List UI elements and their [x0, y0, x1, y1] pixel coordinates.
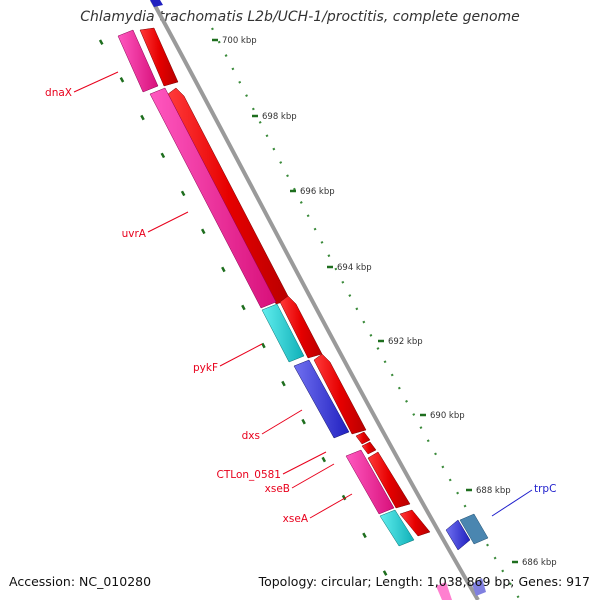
callout-trpC [491, 489, 533, 517]
scale-tick-label: 698 kbp [262, 112, 297, 122]
gene-xseB-reverse [345, 449, 395, 515]
gene-cds-mid-forward [279, 295, 323, 359]
gene-small-forward-2 [361, 441, 377, 455]
gene-xseA-reverse [379, 509, 415, 547]
gene-top-fragment [150, 0, 163, 7]
gene-label-dnaX: dnaX [45, 87, 72, 99]
scale-tick-label: 690 kbp [430, 411, 465, 421]
gene-small-forward-1 [355, 431, 371, 445]
genome-backbone [150, 0, 480, 600]
gene-cds-top-forward [139, 27, 179, 87]
gene-label-xseA: xseA [283, 513, 309, 525]
scale-labels: 700 kbp 698 kbp 696 kbp 694 kbp 692 kbp 690 k… [212, 36, 557, 568]
scale-tick-label: 700 kbp [222, 36, 257, 46]
gene-trpC-blue [445, 519, 471, 551]
gene-uvrA-reverse [149, 87, 277, 309]
gene-label-uvrA: uvrA [122, 228, 147, 240]
gene-trpC-steel [459, 513, 489, 545]
gene-pykF-reverse [261, 303, 305, 363]
gene-label-xseB: xseB [265, 483, 290, 495]
gene-label-pykF: pykF [193, 362, 218, 374]
gene-dnaX-reverse [117, 29, 159, 93]
gene-bottom-fragment-1 [436, 582, 452, 600]
gene-label-ctlon-0581: CTLon_0581 [217, 469, 281, 481]
genome-title: Chlamydia trachomatis L2b/UCH-1/proctiti… [80, 9, 520, 25]
callout-dnaX [73, 71, 119, 93]
scale-tick-label: 694 kbp [337, 263, 372, 273]
scale-tick-label: 692 kbp [388, 337, 423, 347]
gene-label-trpC: trpC [534, 483, 556, 495]
gene-dxs-reverse [293, 359, 350, 439]
inner-tick-track [98, 39, 402, 600]
callout-xseA [309, 493, 353, 519]
topology-label: Topology: circular; Length: 1,038,869 bp… [258, 574, 590, 589]
gene-xse-forward [367, 451, 411, 509]
callout-xseB [291, 463, 335, 489]
scale-tick-label: 688 kbp [476, 486, 511, 496]
gene-label-dxs: dxs [242, 430, 260, 442]
callout-uvrA [147, 211, 189, 233]
callout-ctlon-0581 [282, 451, 327, 475]
accession-label: Accession: NC_010280 [9, 574, 152, 589]
gene-bottom-fragment-2 [472, 578, 486, 596]
callout-pykF [219, 343, 263, 367]
scale-tick-label: 686 kbp [522, 558, 557, 568]
scale-tick-label: 696 kbp [300, 187, 335, 197]
callout-dxs [261, 409, 303, 435]
gene-dxs-forward [313, 353, 367, 435]
gene-cds-bottom-forward [399, 509, 431, 537]
